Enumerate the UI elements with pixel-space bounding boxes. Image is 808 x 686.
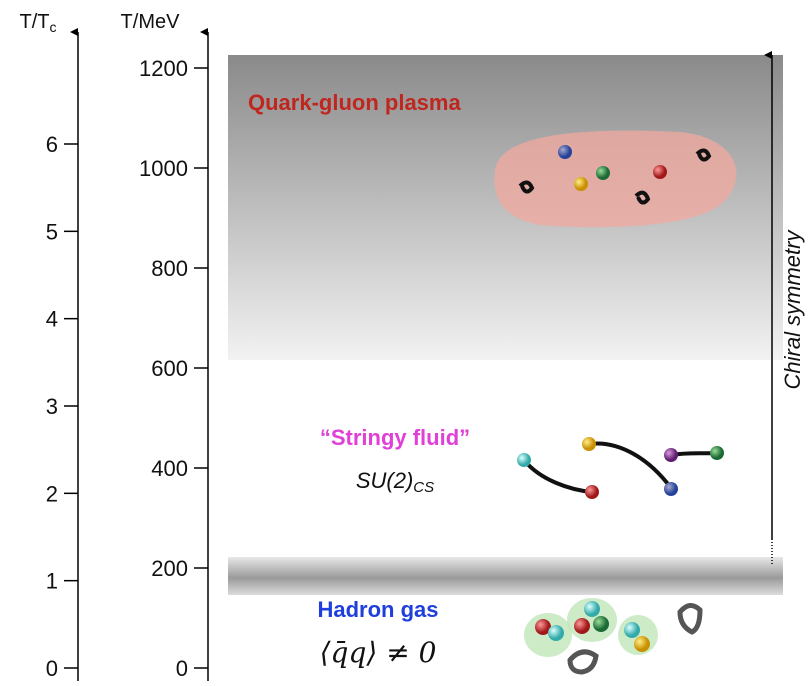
tick-label: 1000: [139, 156, 188, 181]
tick-label: 2: [46, 481, 58, 506]
plasma-blob: [494, 130, 737, 228]
qgp-particles: [518, 145, 712, 205]
tick-label: 600: [151, 356, 188, 381]
tick-label: 200: [151, 556, 188, 581]
hadron-region: [228, 557, 783, 595]
stringy-label: “Stringy fluid”: [320, 425, 470, 450]
tick-label: 0: [46, 656, 58, 681]
axis-title-sub: c: [50, 19, 57, 35]
symmetry-label: SU(2)CS: [356, 468, 434, 496]
axis-title: T/Tc: [20, 11, 57, 35]
symmetry-sub: CS: [413, 479, 434, 496]
hadron-label: Hadron gas: [317, 597, 438, 622]
axis-title-main: T/T: [20, 11, 50, 33]
qgp-label: Quark-gluon plasma: [248, 90, 461, 115]
tick-label: 400: [151, 456, 188, 481]
tick-label: 4: [46, 307, 58, 332]
strings: [517, 437, 724, 499]
tick-label: 1: [46, 569, 58, 594]
axis-title-main: T/MeV: [121, 11, 181, 33]
side-label: Chiral symmetry: [780, 229, 805, 390]
symmetry-main: SU(2): [356, 468, 413, 493]
axis-title: T/MeV: [121, 11, 181, 33]
tick-label: 1200: [139, 56, 188, 81]
tick-label: 5: [46, 219, 58, 244]
tick-label: 6: [46, 132, 58, 157]
condensate-label: ⟨q̄q⟩ ≠ 0: [320, 636, 437, 669]
tick-label: 0: [176, 656, 188, 681]
tick-label: 3: [46, 394, 58, 419]
tick-label: 800: [151, 256, 188, 281]
hadrons: [524, 598, 703, 675]
